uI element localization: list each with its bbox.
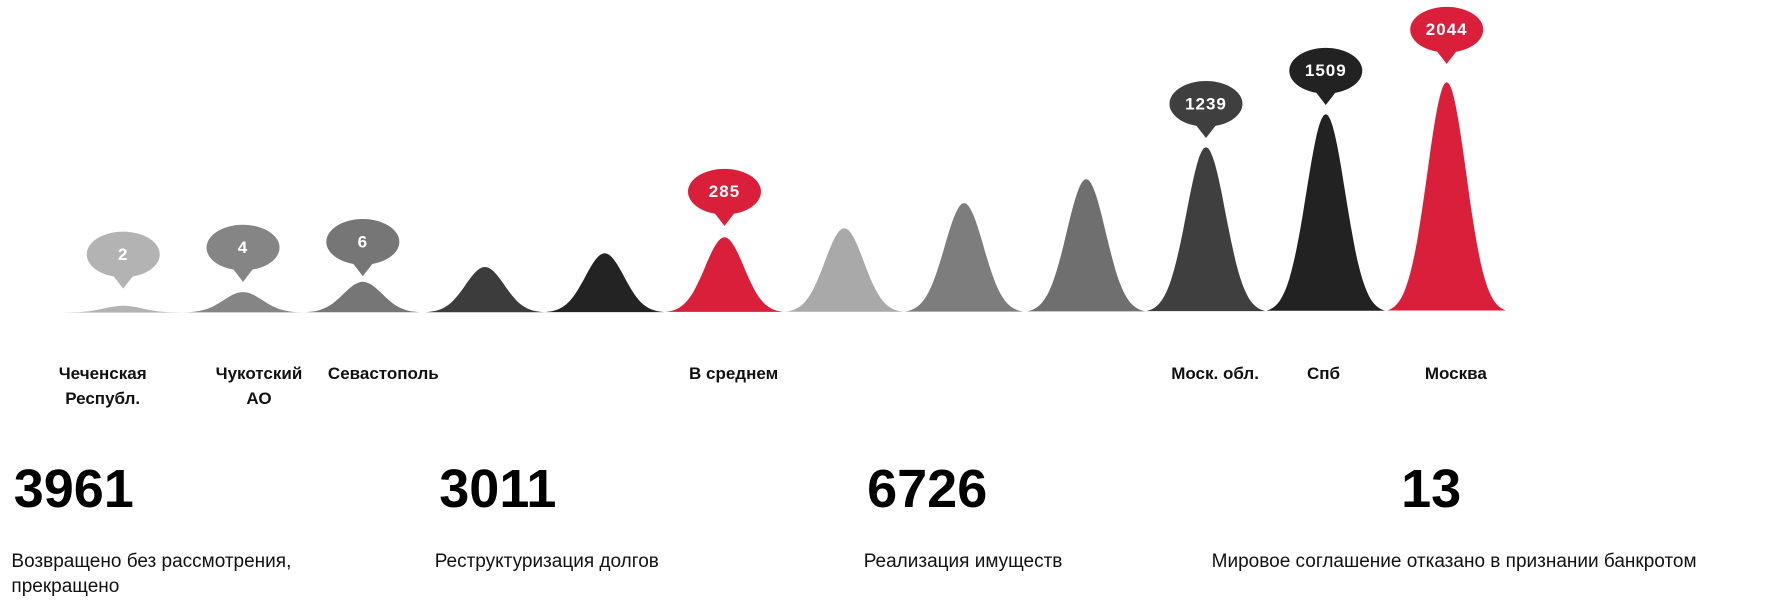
category-label: В среднем <box>689 363 779 383</box>
stat-value: 13 <box>1401 458 1462 519</box>
bubble-pointer <box>1190 117 1222 139</box>
stat-value: 3961 <box>13 458 134 519</box>
peak <box>1026 179 1146 312</box>
category-label: Моск. обл. <box>1171 363 1259 383</box>
category-label: Севастополь <box>327 363 439 383</box>
category-label: Спб <box>1306 363 1341 383</box>
stat-value: 3011 <box>439 458 557 519</box>
value-bubble: 1509 <box>1289 47 1363 105</box>
bubble-body <box>206 224 280 271</box>
value-bubble: 2044 <box>1410 6 1484 64</box>
peak <box>665 237 784 312</box>
bubble-pointer <box>1430 43 1463 64</box>
value-bubble: 6 <box>326 219 400 277</box>
stat-label: Мировое соглашение отказано в признании … <box>1211 550 1697 572</box>
bubble-body <box>1410 6 1484 53</box>
bubble-body <box>86 231 160 278</box>
value-bubble: 4 <box>206 224 280 282</box>
category-label: Москва <box>1424 363 1487 383</box>
category-label: Чеченская Республ. <box>58 363 147 408</box>
bubble-body <box>1289 47 1363 94</box>
bubble-label: 2044 <box>1426 20 1468 39</box>
peak <box>904 203 1024 312</box>
bubble-label: 6 <box>358 232 368 251</box>
peak <box>425 267 545 313</box>
bubble-label: 2 <box>118 245 128 264</box>
peak <box>303 281 423 313</box>
bubble-pointer <box>346 255 379 277</box>
value-bubble: 285 <box>687 168 762 226</box>
value-bubble: 2 <box>86 231 160 289</box>
bubble-pointer <box>1309 84 1342 105</box>
bubble-pointer <box>227 261 259 282</box>
bubble-label: 1239 <box>1185 94 1227 113</box>
peak <box>183 292 303 313</box>
bubble-pointer <box>107 268 140 289</box>
peak <box>1387 82 1506 311</box>
bubble-pointer <box>708 205 741 226</box>
peak <box>1146 147 1266 312</box>
bubble-body <box>326 219 400 265</box>
stat-value: 6726 <box>867 458 988 519</box>
peak <box>545 253 664 313</box>
category-label: Чукотский АО <box>215 363 303 408</box>
stat-label: Реализация имуществ <box>863 550 1063 572</box>
bubble-label: 4 <box>238 238 248 257</box>
bubble-body <box>1169 81 1243 127</box>
value-bubble: 1239 <box>1169 81 1243 139</box>
bubble-body <box>687 168 762 215</box>
peak <box>1266 114 1386 311</box>
stat-label: Возвращено без рассмотрения, прекращено <box>11 550 292 597</box>
bubble-label: 285 <box>709 182 740 201</box>
peak <box>785 228 904 312</box>
stat-label: Реструктуризация долгов <box>434 550 659 572</box>
bubble-label: 1509 <box>1305 61 1347 80</box>
peak <box>63 305 183 313</box>
